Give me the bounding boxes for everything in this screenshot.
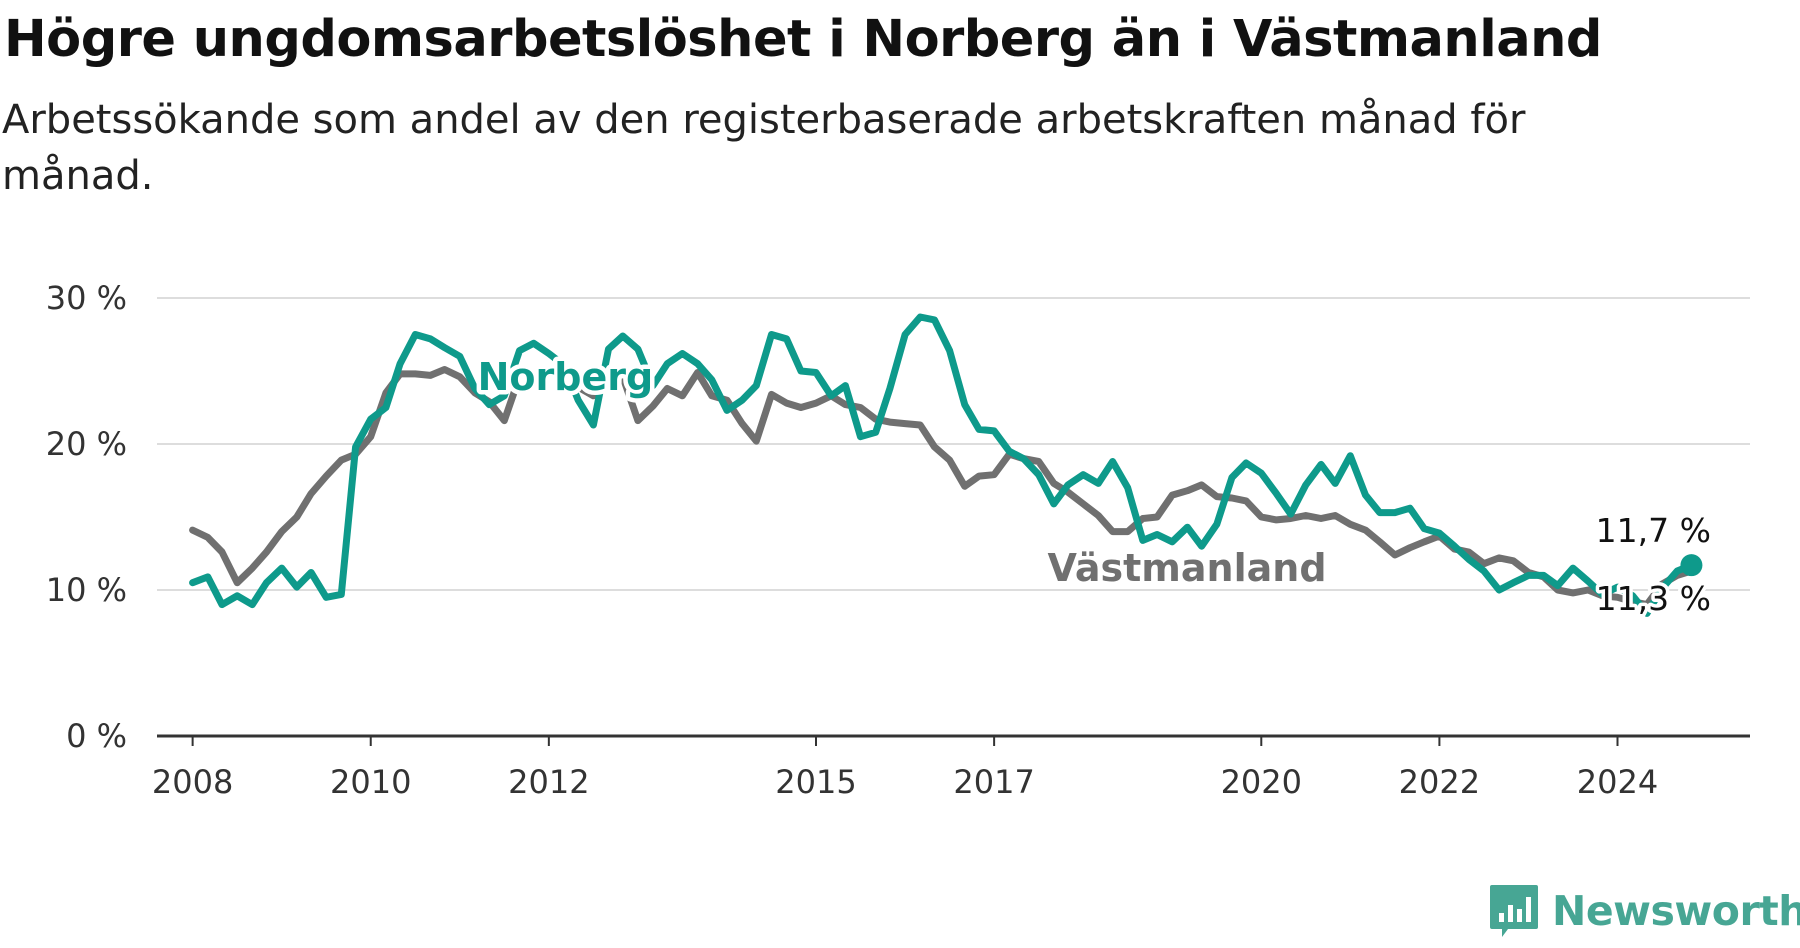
series-line-vastmanland [189,366,1695,609]
gridlines [157,297,1750,738]
y-tick-label: 20 % [46,425,127,463]
series-lines [189,313,1703,617]
x-tick-label: 2022 [1399,763,1480,801]
x-tick-label: 2010 [330,763,411,801]
x-axis: 2008 2010 2012 2015 2017 2020 2022 2024 [152,736,1658,801]
x-tick-label: 2008 [152,763,233,801]
x-tick-label: 2024 [1577,763,1658,801]
x-tick-label: 2015 [775,763,856,801]
x-tick-label: 2012 [508,763,589,801]
series-label: Norberg [478,355,654,399]
x-tick-label: 2017 [953,763,1034,801]
chart-subtitle: Arbetssökande som andel av den registerb… [2,97,1526,199]
series-labels: Västmanland Norberg 11,7 % 11,3 % [473,350,1714,621]
y-axis: 0 % 10 % 20 % 30 % [46,279,127,755]
end-value-label: 11,3 % [1596,579,1711,618]
y-tick-label: 10 % [46,571,127,609]
brand-name: Newsworthy [1552,887,1800,935]
x-tick-label: 2020 [1221,763,1302,801]
end-value-label: 11,7 % [1596,511,1711,550]
chart-title: Högre ungdomsarbetslöshet i Norberg än i… [4,10,1602,69]
y-tick-label: 30 % [46,279,127,317]
chart-bubble-icon [1490,885,1538,937]
y-tick-label: 0 % [66,717,127,755]
series-line-norberg [189,313,1695,617]
series-end-marker-norberg [1680,554,1703,577]
newsworthy-logo: Newsworthy [1488,883,1800,939]
series-label: Västmanland [1048,546,1327,590]
